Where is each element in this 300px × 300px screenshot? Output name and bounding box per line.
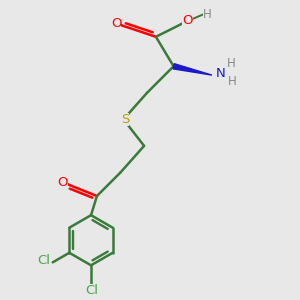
Text: H: H	[228, 75, 237, 88]
Text: Cl: Cl	[85, 284, 98, 298]
Text: N: N	[215, 67, 225, 80]
Text: H: H	[227, 57, 236, 70]
Text: O: O	[111, 17, 121, 30]
Text: S: S	[121, 113, 129, 126]
Text: O: O	[182, 14, 193, 27]
Text: Cl: Cl	[37, 254, 50, 267]
Polygon shape	[173, 64, 212, 75]
Text: H: H	[203, 8, 212, 21]
Text: O: O	[57, 176, 68, 189]
